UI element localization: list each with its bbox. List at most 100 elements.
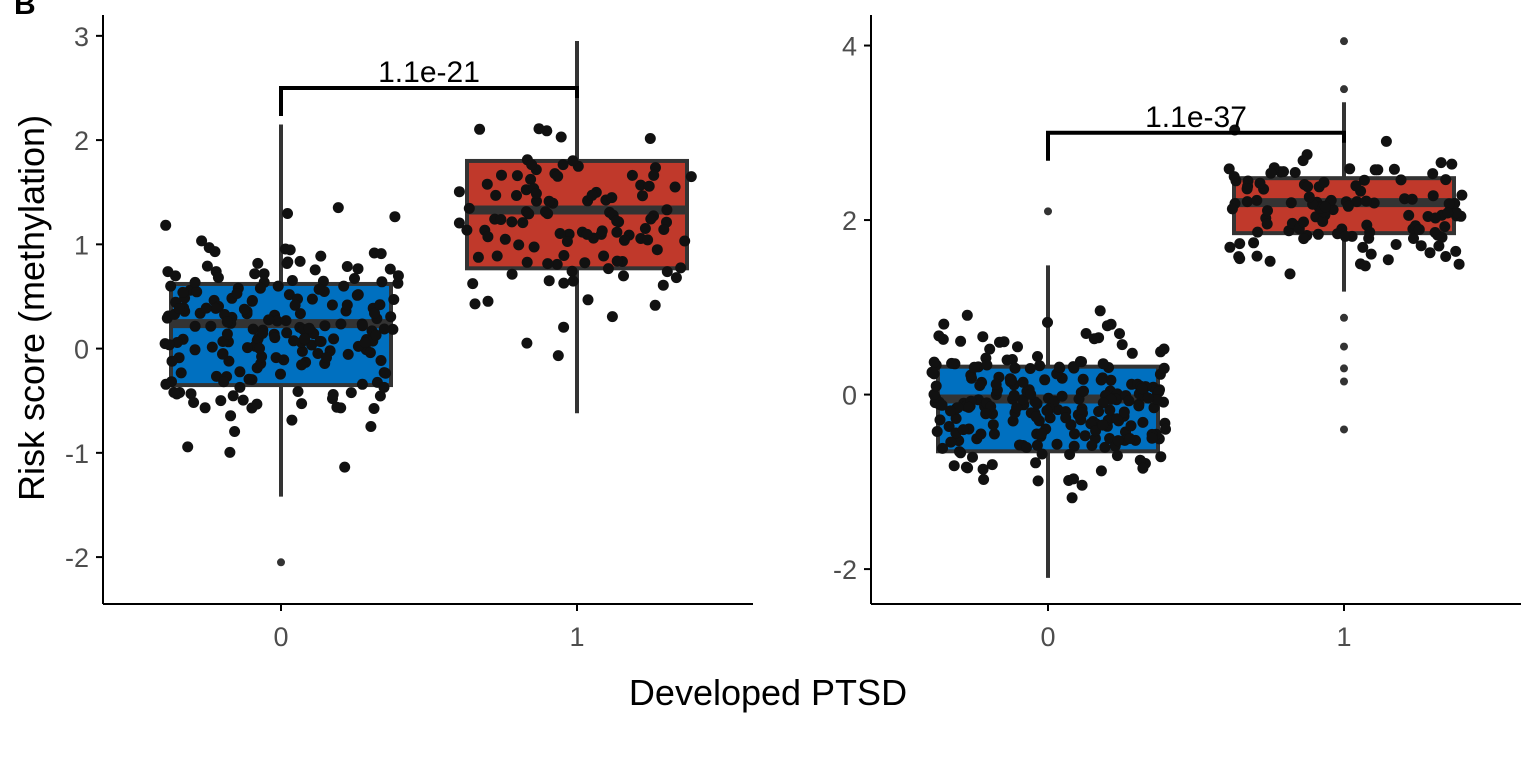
data-point	[1450, 245, 1462, 257]
data-point	[1298, 216, 1309, 228]
data-point	[558, 321, 570, 333]
data-point	[1436, 231, 1448, 243]
data-point	[212, 272, 224, 284]
data-point	[1017, 376, 1029, 388]
data-point	[1097, 397, 1109, 409]
data-point	[1079, 430, 1091, 442]
data-point	[977, 463, 989, 475]
data-point	[380, 367, 392, 379]
data-point	[948, 460, 960, 472]
data-point	[1158, 362, 1170, 374]
data-point	[1088, 333, 1100, 345]
data-point	[234, 366, 246, 378]
data-point	[1021, 442, 1032, 453]
data-point	[1440, 174, 1452, 186]
data-point	[278, 354, 290, 366]
data-point	[1053, 361, 1065, 373]
data-point	[1160, 423, 1171, 435]
data-point	[491, 250, 503, 262]
data-point	[1111, 413, 1123, 425]
data-point	[1093, 406, 1105, 417]
data-point	[936, 399, 948, 411]
data-point	[1228, 171, 1240, 183]
data-point	[364, 347, 376, 359]
data-point	[657, 279, 669, 291]
data-point	[1226, 203, 1238, 215]
data-point	[375, 248, 387, 260]
data-point	[611, 226, 623, 238]
data-point	[1111, 450, 1123, 462]
data-point	[555, 131, 567, 143]
data-point	[1357, 241, 1369, 253]
data-point	[960, 461, 972, 473]
data-point	[199, 402, 211, 414]
data-point	[389, 211, 401, 223]
data-point	[170, 270, 181, 282]
right-panel: -2 0 2 4 0 1 1.1e-37	[833, 15, 1521, 652]
data-point	[931, 426, 943, 437]
data-point	[543, 195, 555, 207]
data-point	[269, 332, 281, 344]
data-point	[1030, 457, 1042, 469]
data-point	[1075, 414, 1087, 426]
data-point	[254, 282, 266, 294]
data-point	[1137, 462, 1149, 474]
data-point	[1133, 400, 1145, 412]
data-point	[384, 263, 396, 275]
data-point	[685, 171, 697, 183]
data-point	[988, 428, 1000, 440]
data-point	[649, 299, 661, 311]
data-point	[978, 474, 990, 485]
data-point	[374, 299, 386, 311]
data-point	[1427, 168, 1439, 180]
data-point	[378, 323, 390, 335]
data-point	[1285, 197, 1297, 209]
data-point	[281, 327, 293, 339]
x-tick-label: 1	[1336, 622, 1351, 652]
data-point	[618, 234, 630, 246]
data-point	[1095, 374, 1107, 386]
data-point	[1251, 194, 1263, 206]
data-point	[1030, 411, 1042, 423]
data-point	[1298, 233, 1310, 245]
data-point	[953, 446, 965, 458]
data-point	[1317, 216, 1329, 227]
data-point	[618, 270, 629, 282]
outlier-point	[1340, 377, 1348, 386]
data-point	[1086, 440, 1098, 451]
data-point	[552, 350, 564, 362]
data-point	[1261, 218, 1273, 230]
data-point	[191, 286, 203, 298]
data-point	[351, 289, 363, 301]
data-point	[506, 216, 518, 228]
data-point	[1104, 404, 1116, 416]
data-point	[1066, 492, 1078, 504]
data-point	[1036, 448, 1048, 460]
data-point	[312, 348, 324, 359]
data-point	[955, 335, 967, 347]
data-point	[251, 398, 263, 410]
data-point	[579, 257, 591, 269]
data-point	[1390, 239, 1402, 250]
data-point	[980, 408, 992, 420]
data-point	[1095, 465, 1107, 477]
data-point	[296, 359, 308, 371]
data-point	[1114, 328, 1125, 340]
data-point	[1439, 221, 1451, 233]
data-point	[543, 275, 555, 287]
data-point	[359, 337, 371, 348]
data-point	[453, 186, 465, 198]
data-point	[530, 188, 542, 199]
data-point	[1312, 228, 1324, 240]
data-point	[1241, 196, 1253, 208]
data-point	[365, 421, 377, 432]
data-point	[525, 173, 537, 185]
data-point	[231, 288, 243, 299]
data-point	[558, 277, 570, 289]
y-tick-label: 0	[842, 381, 857, 411]
data-point	[175, 367, 187, 379]
data-point	[1388, 163, 1400, 175]
data-point	[1051, 438, 1063, 450]
data-point	[288, 335, 300, 347]
